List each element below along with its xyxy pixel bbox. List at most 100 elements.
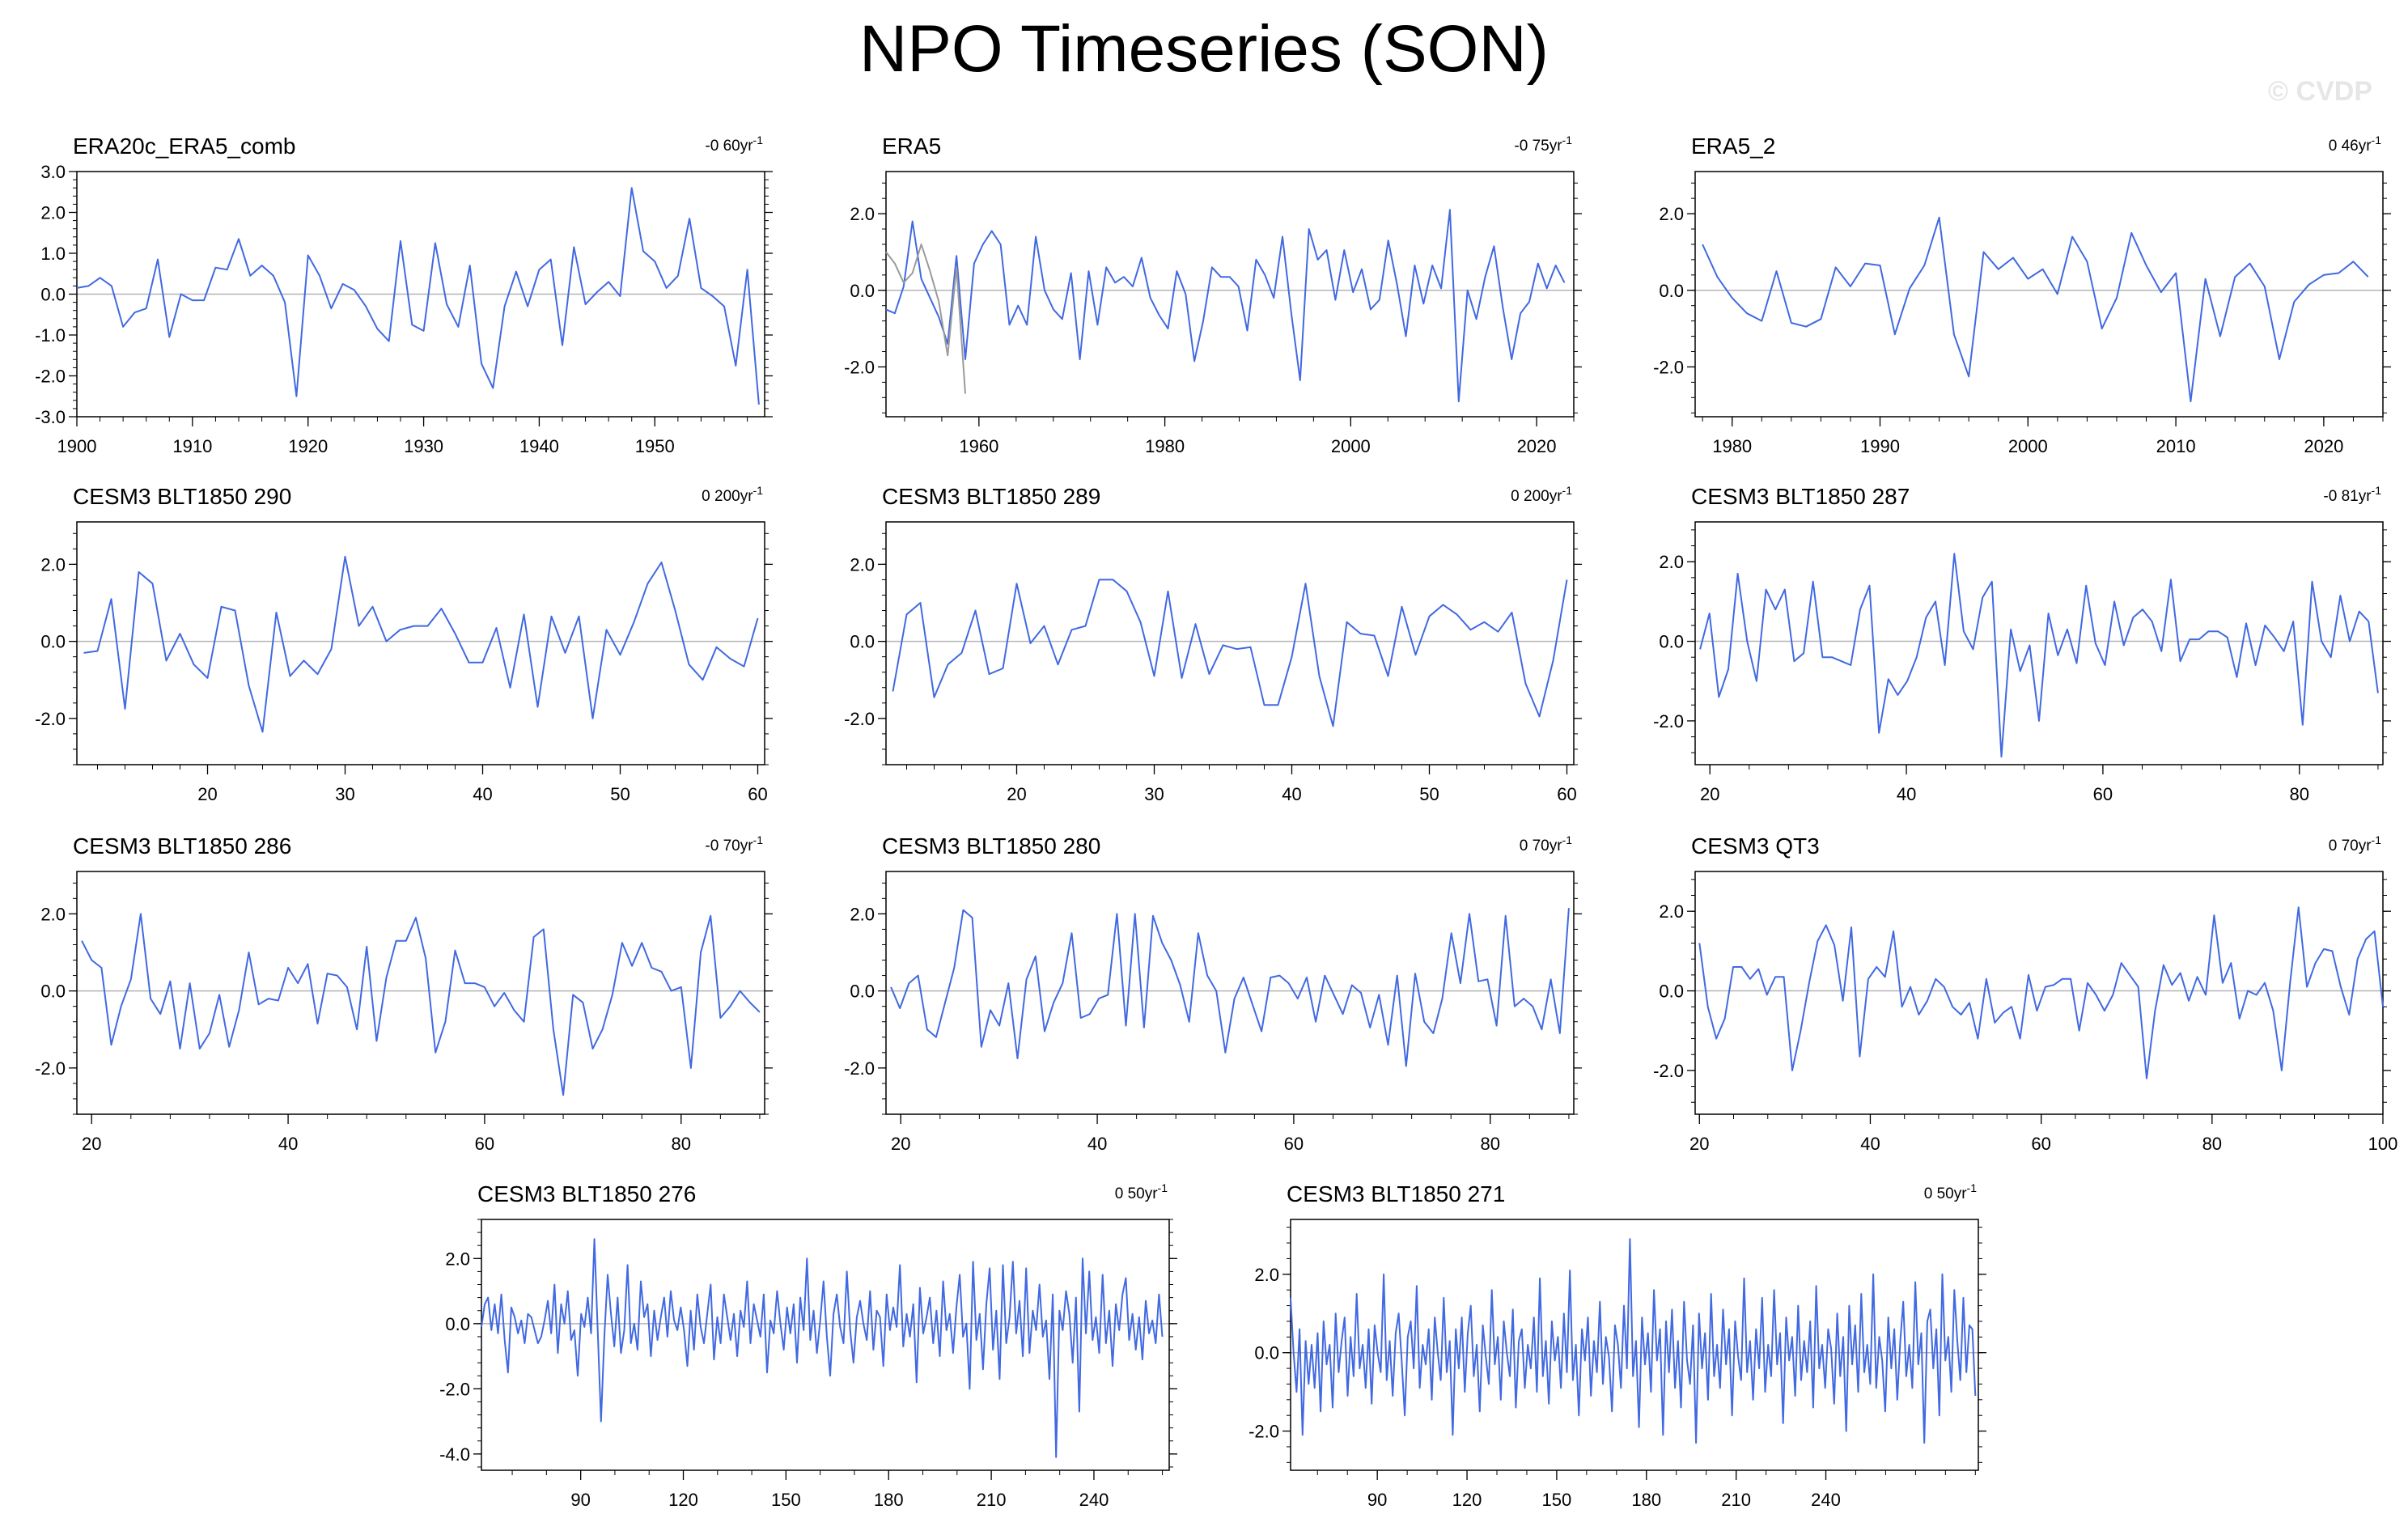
x-tick-label: 60 — [2031, 1134, 2050, 1154]
chart-panel: CESM3 BLT1850 290 0 200yr-1 -2.0 0.0 2.0 20 30… — [35, 484, 773, 804]
x-tick-label: 1960 — [959, 436, 998, 456]
x-tick-label: 2020 — [1517, 436, 1557, 456]
y-tick-label: -2.0 — [35, 1058, 66, 1079]
x-tick-label: 40 — [278, 1134, 298, 1154]
trend-label: 0 200yr-1 — [1511, 484, 1572, 505]
chart-panel: CESM3 BLT1850 289 0 200yr-1 -2.0 0.0 2.0 20 30… — [844, 484, 1582, 804]
plot-frame — [1694, 171, 2384, 418]
y-tick-label: -2.0 — [1653, 357, 1684, 377]
x-tick-label: 1940 — [519, 436, 559, 456]
series-line — [81, 913, 761, 1096]
x-tick-label: 1980 — [1145, 436, 1185, 456]
x-tick-label: 50 — [610, 784, 630, 804]
x-tick-label: 20 — [1007, 784, 1026, 804]
chart-panel: CESM3 BLT1850 280 0 70yr-1 -2.0 0.0 2.0 20 40 6… — [844, 833, 1582, 1154]
panel-title: ERA5 — [882, 134, 941, 159]
x-tick-label: 60 — [2093, 784, 2113, 804]
y-tick-label: 2.0 — [40, 904, 66, 924]
panel-title: CESM3 BLT1850 289 — [882, 484, 1100, 509]
y-tick-label: 2.0 — [1254, 1265, 1279, 1285]
series-line-gray — [885, 244, 966, 394]
y-tick-label: -2.0 — [844, 709, 875, 729]
series-line — [885, 209, 1566, 403]
x-tick-label: 80 — [2290, 784, 2309, 804]
x-tick-label: 1910 — [172, 436, 212, 456]
chart-panel: ERA20c_ERA5_comb -0 60yr-1 -3.0 -2.0 -1.0 0.0… — [35, 134, 773, 456]
x-tick-label: 40 — [1860, 1134, 1880, 1154]
y-tick-label: -2.0 — [439, 1379, 470, 1399]
chart-panel: ERA5 -0 75yr-1 -2.0 0.0 2.0 1960 1980 2000 2020 — [844, 134, 1582, 456]
x-tick-label: 80 — [672, 1134, 691, 1154]
y-tick-label: 3.0 — [40, 162, 66, 182]
y-tick-label: 0.0 — [850, 982, 875, 1002]
x-tick-label: 2000 — [2008, 436, 2048, 456]
x-tick-label: 120 — [668, 1490, 698, 1510]
y-tick-label: -2.0 — [35, 367, 66, 387]
y-tick-label: 0.0 — [40, 285, 66, 305]
panel-title: CESM3 BLT1850 286 — [73, 833, 291, 859]
y-tick-label: 0.0 — [850, 632, 875, 652]
y-tick-label: 2.0 — [40, 554, 66, 575]
y-tick-label: 0.0 — [1254, 1343, 1279, 1363]
series-line — [1702, 216, 2369, 403]
plot-frame — [1290, 1219, 1979, 1471]
x-tick-label: 40 — [1087, 1134, 1107, 1154]
y-tick-label: 2.0 — [850, 904, 875, 924]
y-tick-label: 1.0 — [40, 244, 66, 264]
plot-frame — [76, 871, 765, 1115]
x-tick-label: 210 — [977, 1490, 1007, 1510]
x-tick-label: 1930 — [404, 436, 443, 456]
x-tick-label: 240 — [1079, 1490, 1109, 1510]
x-tick-label: 60 — [475, 1134, 494, 1154]
panel-title: CESM3 BLT1850 290 — [73, 484, 291, 509]
x-tick-label: 30 — [335, 784, 354, 804]
panel-title: ERA20c_ERA5_comb — [73, 134, 295, 159]
y-tick-label: -2.0 — [1653, 711, 1684, 731]
trend-label: -0 70yr-1 — [705, 833, 763, 854]
series-line — [892, 579, 1568, 727]
x-tick-label: 240 — [1811, 1490, 1841, 1510]
trend-label: -0 60yr-1 — [705, 134, 763, 155]
x-tick-label: 180 — [874, 1490, 904, 1510]
x-tick-label: 20 — [1689, 1134, 1709, 1154]
y-tick-label: -2.0 — [35, 709, 66, 729]
trend-label: 0 70yr-1 — [2329, 833, 2381, 854]
y-tick-label: 2.0 — [40, 203, 66, 223]
x-tick-label: 40 — [1897, 784, 1916, 804]
x-tick-label: 60 — [1557, 784, 1576, 804]
x-tick-label: 1990 — [1860, 436, 1900, 456]
series-line — [83, 555, 759, 733]
y-tick-label: 0.0 — [40, 982, 66, 1002]
x-tick-label: 1950 — [635, 436, 675, 456]
x-tick-label: 80 — [1481, 1134, 1500, 1154]
panel-title: CESM3 BLT1850 276 — [477, 1181, 696, 1206]
y-tick-label: -1.0 — [35, 325, 66, 346]
watermark: © CVDP — [2268, 76, 2372, 107]
y-tick-label: -3.0 — [35, 407, 66, 427]
trend-label: -0 75yr-1 — [1514, 134, 1572, 155]
y-tick-label: 2.0 — [1659, 204, 1684, 224]
x-tick-label: 60 — [1284, 1134, 1304, 1154]
trend-label: 0 70yr-1 — [1520, 833, 1572, 854]
plot-frame — [76, 521, 765, 765]
trend-label: 0 50yr-1 — [1924, 1181, 1977, 1202]
chart-panel: CESM3 BLT1850 286 -0 70yr-1 -2.0 0.0 2.0 20 40… — [35, 833, 773, 1154]
series-line — [76, 187, 760, 405]
x-tick-label: 50 — [1419, 784, 1439, 804]
y-tick-label: 0.0 — [1659, 632, 1684, 652]
x-tick-label: 20 — [1700, 784, 1719, 804]
series-line — [481, 1238, 1164, 1458]
x-tick-label: 20 — [891, 1134, 910, 1154]
page-title: NPO Timeseries (SON) — [859, 12, 1549, 86]
y-tick-label: 2.0 — [1659, 901, 1684, 922]
plot-frame — [1694, 871, 2384, 1115]
x-tick-label: 20 — [82, 1134, 101, 1154]
y-tick-label: 2.0 — [1659, 552, 1684, 572]
y-tick-label: -2.0 — [1653, 1061, 1684, 1081]
panel-title: CESM3 BLT1850 280 — [882, 833, 1100, 859]
plot-frame — [885, 171, 1575, 418]
trend-label: 0 200yr-1 — [702, 484, 763, 505]
plot-frame — [885, 871, 1575, 1115]
x-tick-label: 60 — [748, 784, 767, 804]
